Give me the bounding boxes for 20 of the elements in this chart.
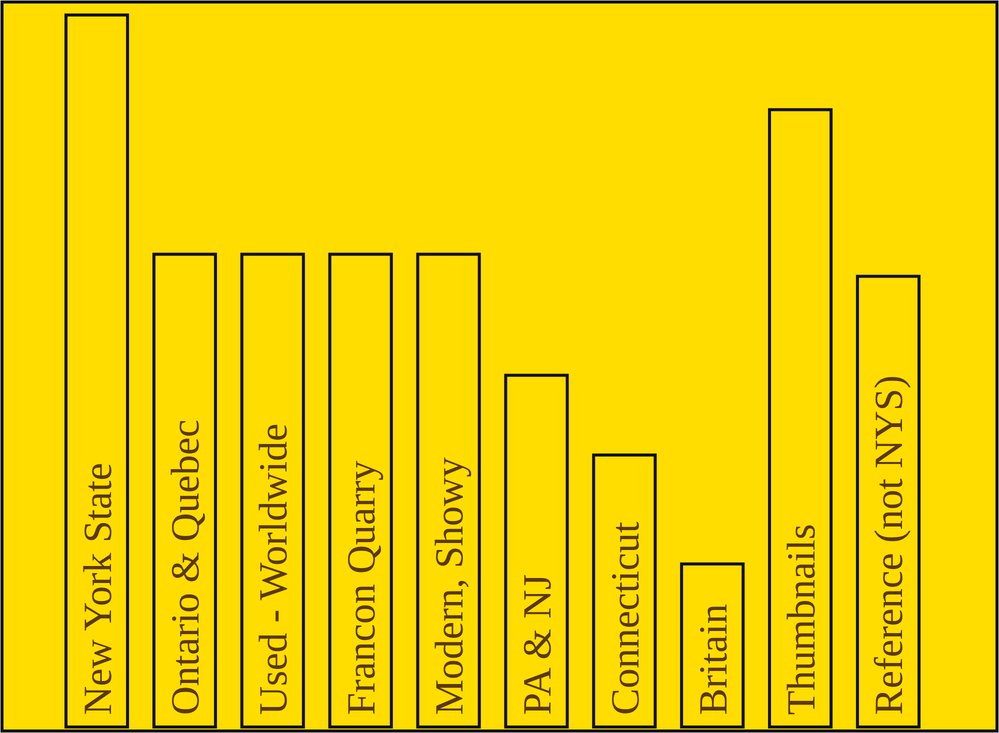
x-tick-label: Thumbnails bbox=[778, 524, 824, 715]
x-tick-label: New York State bbox=[74, 462, 120, 715]
bar bbox=[152, 252, 217, 728]
bar bbox=[592, 454, 657, 728]
bar bbox=[328, 252, 393, 728]
bar bbox=[504, 374, 569, 728]
x-tick-label: Ontario & Quebec bbox=[162, 420, 208, 715]
bar bbox=[768, 108, 833, 728]
bar bbox=[856, 274, 921, 728]
x-tick-label: Modern, Showy bbox=[426, 457, 472, 715]
x-tick-label: Used - Worldwide bbox=[250, 423, 296, 715]
x-tick-label: Britain bbox=[690, 604, 736, 715]
x-tick-label: Reference (not NYS) bbox=[866, 375, 912, 715]
bar bbox=[680, 562, 745, 728]
x-tick-label: PA & NJ bbox=[514, 574, 560, 715]
bar bbox=[240, 252, 305, 728]
bar bbox=[416, 252, 481, 728]
bar bbox=[64, 14, 130, 728]
x-tick-label: Francon Quarry bbox=[338, 460, 384, 715]
x-tick-label: Connecticut bbox=[602, 522, 648, 715]
